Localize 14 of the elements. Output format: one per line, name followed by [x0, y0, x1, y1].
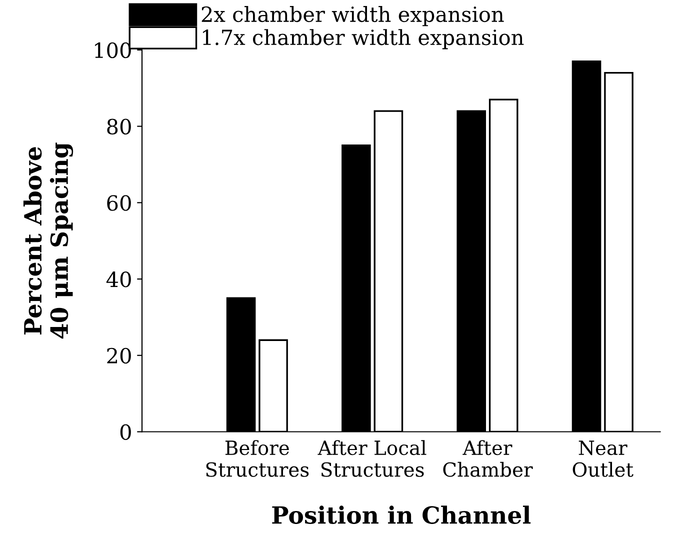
y-tick-label: 80	[107, 118, 131, 135]
legend-label: 2x chamber width expansion	[202, 6, 504, 26]
y-tick-label: 0	[120, 424, 131, 440]
legend-label: 1.7x chamber width expansion	[202, 29, 524, 50]
y-tick-label: 100	[95, 42, 131, 58]
x-tick-label: After Local Structures	[318, 440, 426, 477]
y-tick-label: 20	[107, 348, 131, 364]
x-tick-label: After Chamber	[443, 440, 533, 477]
x-axis-title: Position in Channel	[272, 506, 531, 524]
y-tick-label: 40	[106, 271, 131, 288]
y-axis-title: Percent Above 40 μm Spacing	[23, 142, 74, 339]
x-tick-label: Near Outlet	[572, 440, 634, 477]
y-tick-label: 60	[107, 195, 131, 211]
x-tick-label: Before Structures	[206, 440, 309, 477]
